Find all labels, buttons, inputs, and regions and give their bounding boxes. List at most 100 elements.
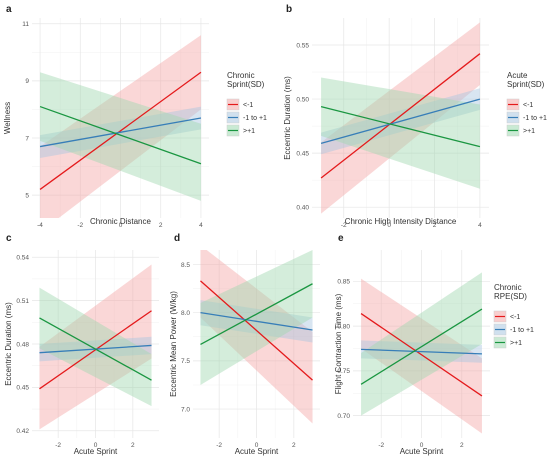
series-line: [200, 312, 313, 331]
x-axis-title: Acute Sprint: [74, 447, 118, 456]
series-line: [360, 308, 483, 385]
series-line: [39, 317, 152, 381]
y-axis-title: Eccentric Mean Power (W/kg): [169, 291, 178, 397]
legend-label: -1 to +1: [523, 115, 547, 122]
series-line: [361, 348, 482, 355]
y-tick-label: 0.51: [16, 298, 29, 305]
y-axis-title: Wellness: [3, 102, 12, 134]
confidence-band: [40, 72, 201, 201]
y-tick-label: 0.50: [296, 96, 309, 103]
plot-area: [360, 272, 483, 434]
series-line: [360, 313, 483, 397]
y-tick-label: 0.70: [337, 413, 350, 420]
y-tick-label: 0.75: [337, 368, 350, 375]
legend-title: Acute: [507, 71, 528, 80]
legend-title: Sprint(SD): [227, 80, 265, 89]
x-tick-label: 0: [255, 442, 259, 449]
x-tick-label: 4: [478, 222, 482, 229]
x-tick-label: 2: [159, 222, 163, 229]
confidence-band: [321, 77, 480, 189]
panel-letter: b: [286, 4, 292, 15]
plot-area: [39, 264, 152, 430]
y-tick-label: 0.40: [296, 204, 309, 211]
legend-label: >+1: [523, 128, 535, 135]
panel-a: -4 -2 0 2 4 5 7 9 11 a Chronic Distance Wellness Chr…: [3, 4, 267, 229]
y-axis-title: Eccentric Duration (ms): [4, 302, 13, 386]
confidence-band: [39, 287, 152, 407]
x-tick-label: 2: [131, 442, 135, 449]
x-tick-label: 2: [292, 442, 296, 449]
panel-d: -2 0 2 7.0 7.5 8.0 8.5 d Acute Sprint Eccentric M…: [169, 233, 320, 456]
confidence-band: [321, 22, 480, 214]
series-line: [200, 283, 313, 346]
plot-area: [200, 250, 313, 424]
plot-area: [39, 35, 202, 218]
y-tick-label: 0.45: [296, 150, 309, 157]
confidence-band: [40, 35, 201, 218]
y-tick-label: 9: [25, 78, 29, 85]
panel-e: -2 0 2 0.70 0.75 0.80 0.85 e Acute Sprint Flight …: [334, 233, 534, 456]
y-tick-label: 0.80: [337, 323, 350, 330]
y-axis-title: Eccentric Duration (ms): [283, 76, 292, 160]
x-tick-label: 0: [119, 222, 123, 229]
legend-title: Sprint(SD): [507, 80, 545, 89]
panel-letter: a: [6, 4, 12, 15]
y-axis-title: Flight Contraction Time (ms): [334, 293, 343, 394]
y-tick-label: 5: [25, 192, 29, 199]
x-tick-label: 0: [387, 222, 391, 229]
legend-label: >+1: [510, 340, 522, 347]
panel-c: -2 0 2 0.42 0.45 0.48 0.51 0.54 c Acute Sprint Ecc…: [4, 233, 159, 456]
x-tick-label: -2: [216, 442, 222, 449]
confidence-band: [361, 272, 482, 416]
legend-title: Chronic: [494, 283, 522, 292]
y-tick-label: 0.45: [16, 385, 29, 392]
plot-area: [320, 22, 481, 214]
series-line: [39, 71, 202, 190]
y-tick-label: 0.55: [296, 42, 309, 49]
panel-letter: d: [174, 233, 180, 244]
confidence-band: [39, 264, 152, 430]
y-tick-label: 0.85: [337, 279, 350, 286]
x-tick-label: -2: [378, 442, 384, 449]
panel-letter: e: [338, 233, 344, 244]
confidence-band: [200, 250, 313, 424]
x-tick-label: -2: [77, 222, 83, 229]
confidence-band: [361, 278, 482, 434]
x-tick-label: 2: [460, 442, 464, 449]
legend-label: -1 to +1: [510, 327, 534, 334]
legend-label: <-1: [243, 102, 253, 109]
y-tick-label: 11: [22, 21, 29, 28]
x-tick-label: 2: [433, 222, 437, 229]
legend-label: >+1: [243, 128, 255, 135]
series-line: [39, 117, 202, 148]
x-tick-label: -2: [55, 442, 61, 449]
x-axis-title: Acute Sprint: [235, 447, 279, 456]
x-axis-title: Acute Sprint: [400, 447, 444, 456]
x-axis-title: Chronic Distance: [90, 217, 151, 226]
legend-label: <-1: [523, 102, 533, 109]
series-line: [320, 98, 481, 145]
confidence-band: [200, 250, 313, 385]
x-tick-label: 4: [199, 222, 203, 229]
y-tick-label: 0.48: [16, 341, 29, 348]
series-line: [320, 106, 481, 148]
y-tick-label: 7: [25, 135, 29, 142]
legend-label: -1 to +1: [243, 115, 267, 122]
y-tick-label: 7.0: [181, 406, 190, 413]
series-line: [200, 280, 313, 381]
x-tick-label: -4: [37, 222, 43, 229]
panel-b: -2 0 2 4 0.40 0.45 0.50 0.55 b Chronic High Inten…: [283, 4, 547, 229]
legend-title: Chronic: [227, 71, 255, 80]
legend-title: RPE(SD): [494, 292, 527, 301]
series-line: [320, 53, 481, 179]
panel-letter: c: [6, 233, 12, 244]
x-tick-label: 0: [420, 442, 424, 449]
series-line: [39, 105, 202, 165]
x-tick-label: -2: [341, 222, 347, 229]
x-axis-title: Chronic High Intensity Distance: [345, 217, 457, 226]
y-tick-label: 8.0: [181, 310, 190, 317]
